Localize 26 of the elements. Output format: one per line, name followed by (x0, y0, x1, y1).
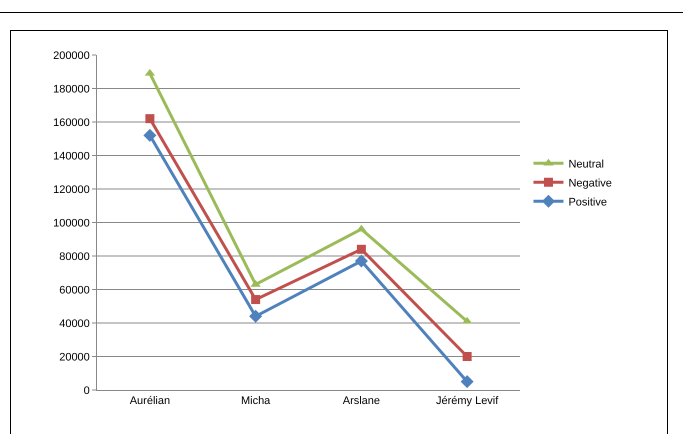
point (462, 352, 472, 361)
y-tick-label: 100000 (53, 217, 90, 230)
y-tick-label: 20000 (59, 351, 90, 364)
y-tick-label: 120000 (53, 184, 90, 196)
x-tick-label: Jérémy Levif (436, 395, 500, 408)
point (460, 375, 474, 388)
y-tick-label: 160000 (53, 116, 90, 129)
point (356, 244, 366, 254)
point (143, 128, 156, 142)
y-tick-label: 180000 (53, 83, 90, 96)
y-tick-label: 0 (84, 384, 90, 397)
y-tick-label: 60000 (59, 284, 90, 296)
point (354, 254, 368, 268)
point (249, 310, 262, 323)
x-tick-label: Arslane (342, 395, 380, 408)
y-tick-label: 40000 (59, 318, 90, 330)
point (145, 114, 154, 124)
x-tick-label: Aurélian (130, 395, 170, 408)
x-tick-label: Micha (240, 395, 272, 408)
legend-label: Positive (568, 196, 607, 209)
legend-label: Neutral (568, 158, 604, 171)
point (251, 295, 260, 304)
legend-label: Negative (568, 178, 612, 190)
y-tick-label: 80000 (59, 250, 90, 263)
y-tick-label: 200000 (53, 50, 90, 62)
y-tick-label: 140000 (53, 150, 90, 162)
